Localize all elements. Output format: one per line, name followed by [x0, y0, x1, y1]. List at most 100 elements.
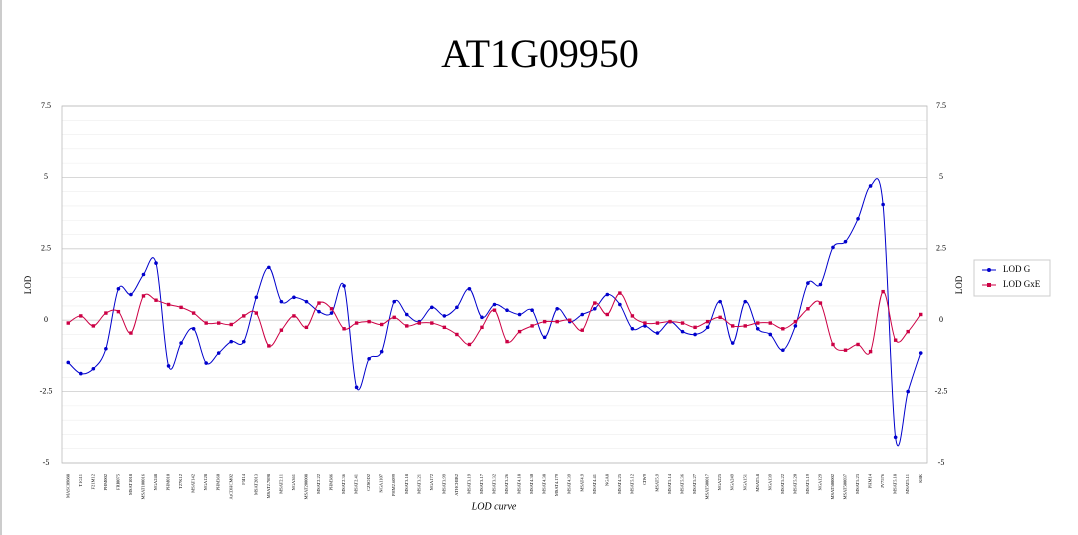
data-point	[730, 324, 735, 328]
data-point	[379, 349, 384, 354]
data-point	[154, 298, 158, 302]
data-point	[191, 311, 196, 315]
data-point	[542, 319, 547, 324]
data-point	[568, 318, 572, 322]
data-point	[104, 346, 108, 351]
data-point	[229, 339, 234, 344]
data-point	[492, 302, 497, 307]
data-point	[680, 321, 685, 325]
data-point	[605, 292, 610, 297]
data-point	[166, 302, 171, 307]
x-tick-label: NGA139	[767, 473, 772, 490]
x-tick-label: MSAT5.36	[680, 473, 685, 494]
y2-tick-label: 7.5	[936, 101, 946, 110]
x-tick-label: MSAT5.18	[893, 473, 898, 494]
data-point	[217, 321, 221, 325]
x-tick-label: NGA361	[291, 474, 296, 491]
x-tick-label: MSAT2.41	[354, 474, 359, 494]
legend-box	[973, 259, 1051, 297]
plot-border	[61, 105, 928, 464]
data-point	[141, 272, 146, 277]
x-tick-label: MSAT5.22	[780, 474, 785, 494]
data-point	[893, 338, 898, 342]
y2-tick-label: 2.5	[936, 244, 946, 253]
data-point	[718, 315, 722, 320]
data-point	[179, 341, 183, 345]
data-point	[705, 319, 710, 324]
x-tick-label: AtCDHCM02	[228, 474, 233, 500]
x-tick-label: MSAT2.11	[278, 474, 283, 494]
data-point	[379, 322, 384, 327]
data-point	[831, 342, 835, 347]
legend-label: LOD G	[1003, 264, 1031, 274]
x-tick-label: MSAT500017	[705, 473, 710, 499]
x-tick-label: CZSOD2	[366, 474, 371, 491]
y-tick-label: 0	[44, 315, 48, 324]
x-tick-label: NGA248	[153, 473, 158, 490]
legend-label: LOD GxE	[1003, 279, 1041, 289]
data-point	[292, 295, 296, 300]
data-point	[480, 325, 484, 330]
data-point	[154, 261, 158, 265]
x-tick-label: MSAT4.41	[592, 474, 597, 494]
data-point	[455, 332, 459, 337]
x-tick-label: MSAT500037	[843, 473, 848, 499]
data-point	[455, 305, 459, 310]
data-point	[79, 314, 83, 318]
y2-tick-label: 0	[939, 315, 943, 324]
data-point	[204, 361, 208, 365]
x-tick-label: MSAT5.23	[855, 473, 860, 494]
x-tick-label: NGA8	[604, 473, 609, 486]
x-tick-label: NGA128	[203, 473, 208, 490]
x-tick-label: NGA172	[429, 474, 434, 491]
x-tick-label: MSAT5.12	[629, 474, 634, 494]
data-point	[254, 295, 259, 300]
x-tick-label: MSAT3.32	[492, 474, 497, 494]
x-tick-label: MSAT3.19	[466, 473, 471, 494]
x-tick-label: MSAT1018	[128, 473, 133, 495]
data-point	[593, 301, 597, 305]
data-point	[831, 245, 835, 250]
x-tick-label: MSAT5.19	[805, 473, 810, 494]
data-point	[179, 305, 183, 310]
data-point	[204, 321, 208, 325]
data-point	[392, 315, 396, 320]
y-tick-label: 2.5	[41, 244, 51, 253]
x-tick-label: MSAT4.38	[542, 473, 547, 494]
data-point	[868, 184, 873, 188]
data-point	[329, 307, 334, 311]
data-point	[743, 324, 747, 328]
x-tick-label: MSAT3.18	[404, 473, 409, 494]
x-tick-label: MSAT4.9	[579, 473, 584, 491]
data-point	[793, 324, 798, 328]
y2-tick-label: -2.5	[935, 386, 948, 395]
y-tick-label: 7.5	[41, 101, 51, 110]
data-point	[430, 321, 434, 325]
data-point	[329, 311, 334, 315]
data-point	[530, 308, 534, 313]
data-point	[517, 329, 522, 334]
data-point	[79, 371, 83, 376]
data-point	[505, 308, 509, 313]
x-tick-label: T1G11	[78, 474, 83, 487]
data-point	[843, 239, 848, 244]
series-line	[67, 291, 922, 355]
data-point	[267, 265, 271, 270]
data-point	[304, 325, 309, 330]
x-tick-label: PHM002	[103, 474, 108, 491]
data-point	[467, 286, 472, 291]
x-tick-label: MASC09088	[65, 473, 70, 498]
data-point	[91, 366, 96, 371]
data-point	[781, 327, 785, 331]
data-point	[241, 339, 246, 344]
y2-axis-label: LOD	[954, 275, 964, 294]
data-point	[517, 312, 522, 317]
data-point	[417, 321, 421, 325]
data-point	[893, 435, 898, 440]
x-tick-label: MSAT2.36	[341, 473, 346, 494]
data-point	[918, 351, 923, 355]
x-tick-label: MSAT5.27	[692, 473, 697, 494]
x-tick-label: MSAT5.11	[905, 474, 910, 494]
data-point	[242, 314, 246, 318]
x-tick-label: MSAT5.9	[655, 473, 660, 491]
